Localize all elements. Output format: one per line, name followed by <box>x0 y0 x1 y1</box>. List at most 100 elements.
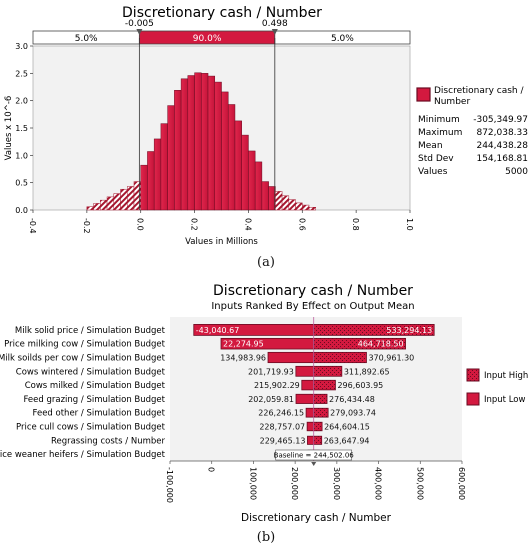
histogram-bar <box>180 78 189 211</box>
x-tick-label: 400,000 <box>374 467 383 500</box>
stat-label: Minimum <box>418 115 460 125</box>
category-label: Price milking cow / Simulation Budget <box>4 340 166 350</box>
histogram-bar <box>275 191 283 211</box>
stat-label: Values <box>418 167 448 177</box>
x-tick-label: 1.0 <box>405 218 414 231</box>
low-value-label: 201,719.93 <box>248 367 294 376</box>
caption-a: (a) <box>257 255 275 270</box>
category-label: Feed grazing / Simulation Budget <box>23 395 165 405</box>
plot-area: 0.0 0.5 1.0 1.5 2.0 2.5 3.0 -0.4 -0.2 0.0 0.2 0.4 0.… <box>4 38 414 247</box>
stat-value: 872,038.33 <box>476 128 528 138</box>
caption-b: (b) <box>256 530 276 545</box>
legend: Input High Input Low <box>466 368 528 406</box>
high-value-label: 279,093.74 <box>330 409 376 418</box>
category-label: Feed other / Simulation Budget <box>33 409 166 419</box>
histogram-bar <box>214 81 222 211</box>
stat-label: Std Dev <box>418 154 454 164</box>
x-tick-label: 600,000 <box>457 467 466 500</box>
histogram-bar <box>86 206 94 211</box>
histogram-bar <box>302 204 310 211</box>
histogram-bar <box>288 199 296 211</box>
histogram-bar <box>93 203 101 211</box>
histogram-bar <box>281 195 290 211</box>
histogram-bar <box>227 104 236 211</box>
histogram-bar <box>187 75 195 211</box>
low-value-label: 228,757.07 <box>259 423 305 432</box>
histogram-bar <box>120 188 128 211</box>
bar-high <box>313 407 329 418</box>
bar-high <box>313 435 323 445</box>
chart-title: Discretionary cash / Number <box>122 5 322 21</box>
legend-name-line2: Number <box>434 97 470 107</box>
bar-low <box>267 351 315 364</box>
histogram-bar <box>147 151 155 211</box>
high-value-label: 370,961.30 <box>368 354 414 363</box>
histogram-bar <box>268 186 276 211</box>
low-value-label: 226,246.15 <box>258 409 304 418</box>
histogram-bar <box>308 207 316 211</box>
legend-swatch <box>466 368 480 382</box>
bar-low <box>307 435 315 445</box>
histogram-bar <box>234 120 242 211</box>
high-value-label: 533,294.13 <box>386 326 432 335</box>
legend-name-line1: Discretionary cash / <box>434 86 524 96</box>
high-value-label: 296,603.95 <box>337 381 383 390</box>
x-tick-label: 0 <box>207 467 216 472</box>
legend-swatch <box>416 87 431 102</box>
chart-subtitle: Inputs Ranked By Effect on Output Mean <box>211 301 414 312</box>
stat-label: Mean <box>418 141 443 151</box>
histogram-bar <box>167 105 175 211</box>
category-label: Price cull cows / Simulation Budget <box>16 423 166 433</box>
low-value-label: 215,902.29 <box>254 381 300 390</box>
low-value-label: 134,983.96 <box>220 354 266 363</box>
x-tick-label: 0.2 <box>190 218 199 231</box>
category-label: Price weaner heifers / Simulation Budget <box>0 450 166 460</box>
x-tick-label: 200,000 <box>290 467 299 500</box>
delimiter-right-value: 0.498 <box>262 19 288 29</box>
y-tick-label: 2.0 <box>15 97 28 106</box>
histogram-bar <box>127 186 135 211</box>
y-tick-label: 1.0 <box>15 151 28 160</box>
histogram-bar <box>160 123 168 211</box>
legend-label: Input Low <box>484 395 525 405</box>
bar-high <box>313 393 328 404</box>
bar-low <box>306 421 315 432</box>
y-tick-label: 0.0 <box>15 206 28 215</box>
x-tick-label: 100,000 <box>248 467 257 500</box>
histogram-bar <box>113 193 121 211</box>
histogram-panel: Discretionary cash / Number 5.0% 90.0% 5.0… <box>4 5 528 270</box>
histogram-bar <box>295 202 303 211</box>
bar-high <box>313 379 336 391</box>
high-value-label: 464,718.50 <box>358 340 404 349</box>
tornado-panel: Discretionary cash / Number Inputs Ranke… <box>0 278 532 550</box>
y-tick-label: 3.0 <box>15 42 28 51</box>
legend-label: Input High <box>484 371 528 381</box>
histogram-bar <box>221 91 229 211</box>
plot-area: Milk solid price / Simulation Budget -43,… <box>0 317 466 524</box>
legend-swatch <box>466 392 480 406</box>
legend: Discretionary cash /Number Minimum -305,34… <box>416 86 528 177</box>
bar-low <box>295 365 315 377</box>
histogram-bar <box>241 134 249 211</box>
x-tick-label: 500,000 <box>415 467 424 500</box>
baseline-marker <box>311 462 317 466</box>
low-value-label: -43,040.67 <box>196 326 240 335</box>
high-value-label: 264,604.15 <box>324 423 370 432</box>
bar-high <box>313 365 343 377</box>
y-tick-label: 2.5 <box>15 69 28 78</box>
x-tick-label: -100,000 <box>165 467 174 503</box>
delimiter-middle-pct: 90.0% <box>193 34 222 44</box>
bar-low <box>305 407 315 418</box>
stat-value: 154,168.81 <box>476 154 528 164</box>
high-value-label: 311,892.65 <box>344 367 390 376</box>
x-tick-label: 0.4 <box>243 218 252 231</box>
stat-label: Maximum <box>418 128 462 138</box>
low-value-label: 202,059.81 <box>248 395 294 404</box>
delimiter-marker <box>136 29 143 35</box>
x-tick-label: -0.4 <box>28 218 37 234</box>
x-tick-label: 0.8 <box>351 218 360 231</box>
category-label: Regrassing costs / Number <box>51 436 166 446</box>
x-tick-label: 0.6 <box>297 218 306 231</box>
delimiter-left-pct: 5.0% <box>75 34 98 44</box>
delimiter-bar: 5.0% 90.0% 5.0% -0.005 0.498 <box>32 19 411 45</box>
